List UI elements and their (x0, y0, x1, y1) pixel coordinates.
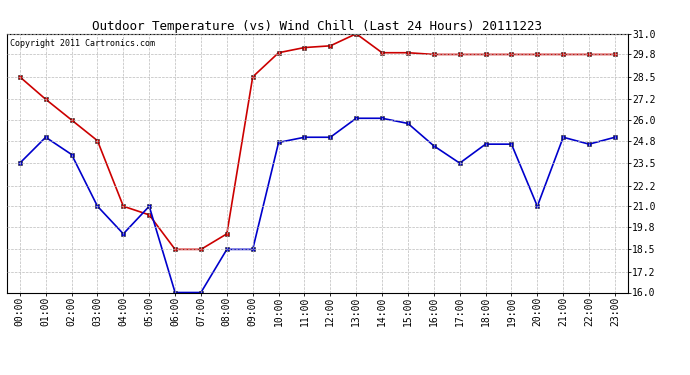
Title: Outdoor Temperature (vs) Wind Chill (Last 24 Hours) 20111223: Outdoor Temperature (vs) Wind Chill (Las… (92, 20, 542, 33)
Text: Copyright 2011 Cartronics.com: Copyright 2011 Cartronics.com (10, 39, 155, 48)
